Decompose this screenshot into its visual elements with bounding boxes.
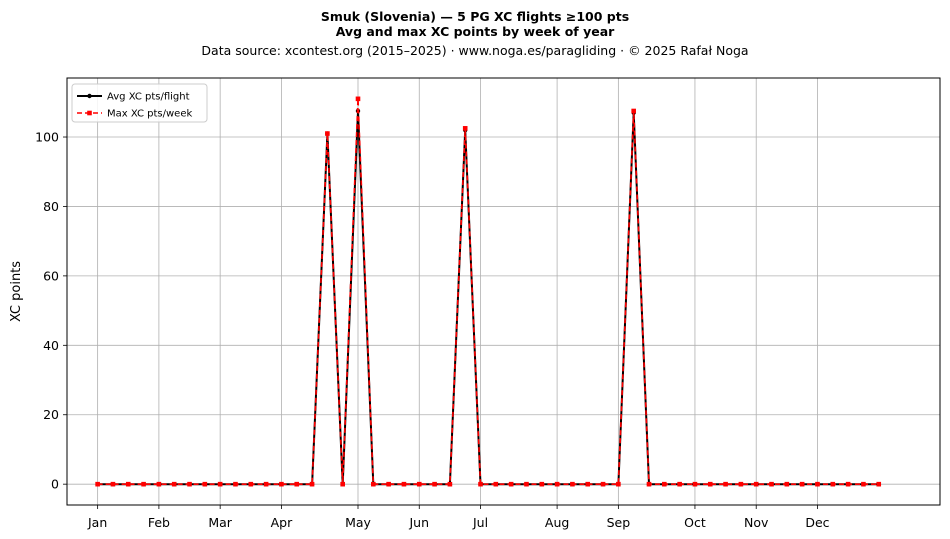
legend-label-avg-xc-pts-flight: Avg XC pts/flight (107, 92, 190, 103)
point-max-xc-pts-week-45 (784, 481, 790, 487)
x-tick-label-may: May (345, 515, 371, 530)
point-max-xc-pts-week-31 (570, 481, 575, 487)
point-max-xc-pts-week-48 (830, 481, 836, 487)
point-max-xc-pts-week-11 (263, 481, 269, 487)
point-max-xc-pts-week-35 (631, 108, 636, 114)
point-max-xc-pts-week-10 (248, 481, 254, 487)
y-tick-label-2: 40 (43, 338, 59, 353)
point-max-xc-pts-week-32 (585, 481, 591, 487)
x-tick-label-jan: Jan (87, 515, 107, 530)
point-max-xc-pts-week-33 (600, 481, 606, 487)
x-tick-label-aug: Aug (545, 515, 569, 530)
point-max-xc-pts-week-15 (325, 131, 330, 136)
point-max-xc-pts-week-40 (707, 481, 713, 487)
legend: Avg XC pts/flight Max XC pts/week (71, 83, 208, 123)
point-max-xc-pts-week-38 (677, 481, 682, 487)
point-max-xc-pts-week-26 (493, 481, 499, 487)
point-max-xc-pts-week-5 (171, 481, 177, 487)
legend-label-max-xc-pts-week: Max XC pts/week (107, 109, 192, 120)
point-max-xc-pts-week-6 (187, 481, 192, 487)
x-axis-ticks: Jan Feb Mar Apr May Jun Jul Aug Sep Oct Nov Dec (87, 505, 830, 530)
point-max-xc-pts-week-47 (815, 481, 820, 487)
point-max-xc-pts-week-19 (386, 481, 391, 487)
y-axis-label: XC points (9, 261, 24, 322)
point-max-xc-pts-week-46 (799, 481, 805, 487)
x-tick-label-jun: Jun (408, 515, 429, 530)
y-tick-label-3: 60 (43, 268, 59, 283)
series-line-max-xc-pts-week (97, 98, 879, 486)
x-tick-label-nov: Nov (744, 515, 769, 530)
point-max-xc-pts-week-36 (646, 481, 652, 487)
point-max-xc-pts-week-13 (294, 481, 300, 487)
point-max-xc-pts-week-17 (355, 96, 361, 102)
x-tick-label-jul: Jul (472, 515, 488, 530)
point-max-xc-pts-week-29 (539, 481, 545, 487)
point-max-xc-pts-week-18 (371, 481, 376, 487)
point-max-xc-pts-week-1 (110, 481, 116, 487)
point-max-xc-pts-week-44 (769, 481, 774, 487)
point-max-xc-pts-week-51 (876, 481, 882, 487)
x-tick-label-feb: Feb (148, 515, 170, 530)
point-max-xc-pts-week-23 (447, 481, 453, 487)
y-tick-label-5: 100 (35, 130, 59, 145)
chart-title-line2: Avg and max XC points by week of year (335, 24, 615, 39)
point-max-xc-pts-week-12 (279, 481, 284, 487)
point-max-xc-pts-week-34 (616, 481, 621, 487)
point-max-xc-pts-week-24 (462, 126, 468, 131)
point-max-xc-pts-week-25 (478, 481, 483, 487)
point-max-xc-pts-week-49 (845, 481, 851, 487)
point-max-xc-pts-week-7 (202, 481, 208, 487)
point-max-xc-pts-week-2 (125, 481, 131, 487)
x-tick-label-apr: Apr (271, 515, 293, 530)
point-max-xc-pts-week-4 (156, 481, 162, 487)
legend-marker-max-xc-pts-week (87, 110, 92, 116)
point-max-xc-pts-week-16 (340, 481, 345, 487)
series-line-avg-xc-pts-flight (97, 110, 879, 486)
point-max-xc-pts-week-30 (554, 481, 560, 487)
x-tick-label-sep: Sep (607, 515, 631, 530)
point-max-xc-pts-week-9 (233, 481, 238, 487)
point-max-xc-pts-week-14 (309, 481, 315, 487)
y-tick-label-0: 0 (51, 477, 59, 492)
legend-box (71, 83, 208, 123)
point-max-xc-pts-week-22 (432, 481, 437, 487)
y-tick-label-1: 20 (43, 407, 59, 422)
point-max-xc-pts-week-43 (753, 481, 759, 487)
x-tick-label-oct: Oct (684, 515, 706, 530)
point-max-xc-pts-week-37 (662, 481, 667, 487)
point-max-xc-pts-week-28 (524, 481, 529, 487)
point-max-xc-pts-week-41 (723, 481, 728, 487)
y-axis-ticks: 0 20 40 60 80 100 (35, 130, 67, 492)
x-tick-label-dec: Dec (805, 515, 829, 530)
chart-subtitle: Data source: xcontest.org (2015–2025) · … (201, 43, 749, 58)
plot-frame (66, 77, 941, 506)
point-max-xc-pts-week-21 (416, 481, 422, 487)
point-max-xc-pts-week-0 (95, 481, 100, 487)
grid-lines (67, 78, 940, 505)
point-max-xc-pts-week-42 (738, 481, 744, 487)
point-max-xc-pts-week-3 (141, 481, 146, 487)
x-tick-label-mar: Mar (208, 515, 232, 530)
point-max-xc-pts-week-27 (508, 481, 514, 487)
legend-marker-avg-xc-pts-flight (87, 93, 92, 99)
y-tick-label-4: 80 (43, 199, 59, 214)
series-layer (95, 96, 882, 487)
chart-title-line1: Smuk (Slovenia) — 5 PG XC flights ≥100 p… (320, 9, 630, 24)
point-max-xc-pts-week-50 (861, 481, 866, 487)
point-max-xc-pts-week-20 (401, 481, 407, 487)
point-max-xc-pts-week-39 (692, 481, 698, 487)
point-max-xc-pts-week-8 (217, 481, 223, 487)
